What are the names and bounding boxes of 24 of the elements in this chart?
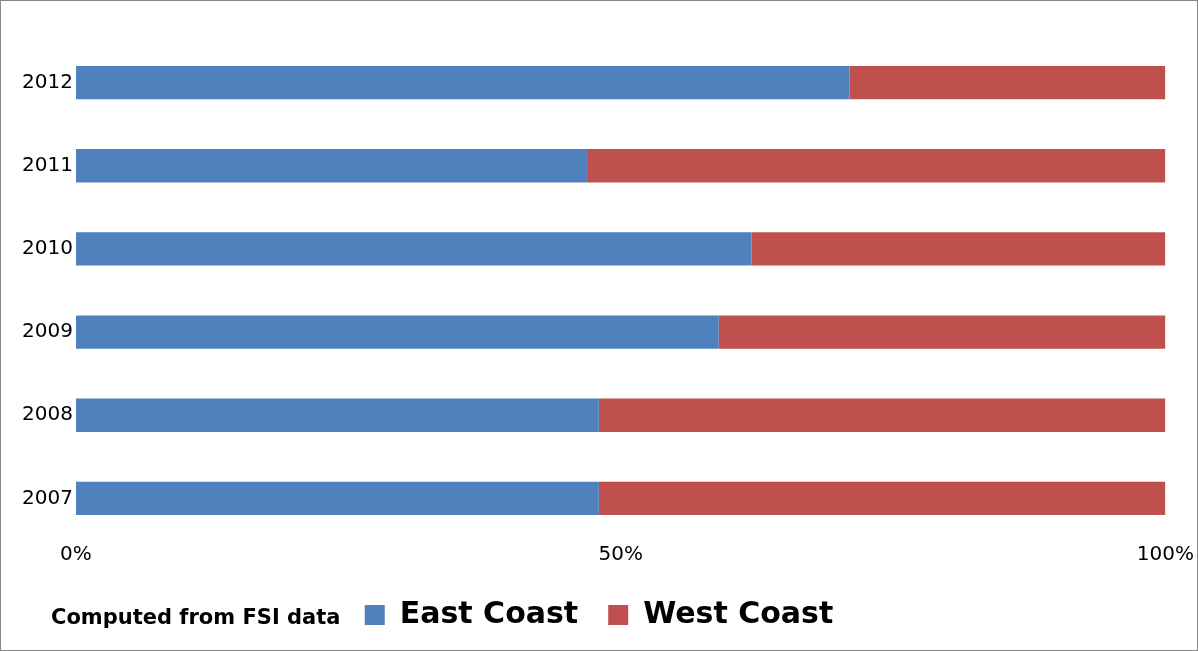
- y-tick-label: 2011: [21, 151, 73, 176]
- bar: [587, 149, 1166, 183]
- bar: [75, 65, 850, 100]
- bar: [718, 315, 1166, 349]
- x-tick-label: 100%: [1136, 541, 1194, 566]
- bar: [75, 232, 752, 266]
- y-tick-label: 2009: [21, 318, 73, 343]
- y-tick-label: 2008: [21, 401, 73, 426]
- text: Computed from FSI data: [51, 605, 341, 629]
- y-tick-label: 2010: [21, 235, 73, 260]
- bar: [598, 398, 1166, 432]
- bar: [75, 481, 599, 516]
- y-tick-label: 2012: [21, 68, 73, 93]
- bar: [751, 232, 1166, 266]
- y-tick-label: 2007: [21, 484, 73, 509]
- legend-label: West Coast: [643, 594, 834, 630]
- legend-label: East Coast: [399, 594, 579, 630]
- bar: [75, 398, 599, 432]
- bar: [75, 315, 719, 349]
- bar: [849, 65, 1166, 100]
- bar: [598, 481, 1166, 516]
- x-tick-label: 0%: [60, 541, 92, 566]
- bar: [75, 149, 588, 183]
- x-tick-label: 50%: [598, 541, 643, 566]
